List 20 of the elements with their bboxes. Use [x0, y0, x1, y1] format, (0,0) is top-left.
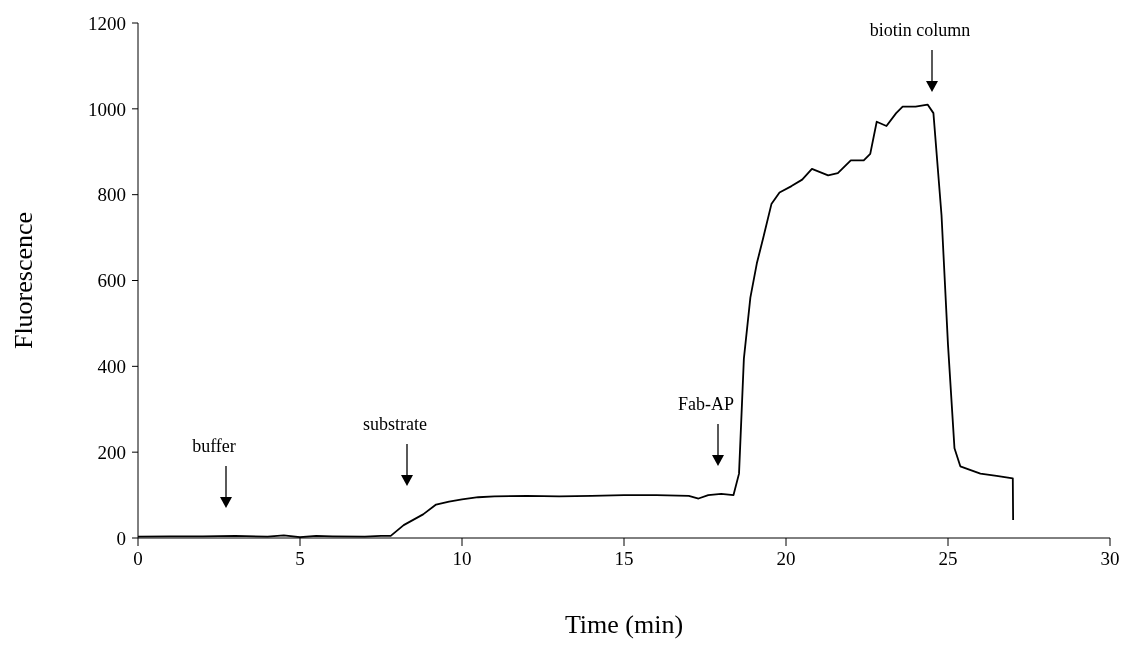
- y-tick-label: 1200: [88, 12, 126, 34]
- annotation: Fab-AP: [677, 394, 735, 414]
- y-tick-label: 0: [116, 527, 126, 549]
- annotation: substrate: [363, 414, 427, 434]
- x-tick-label: 5: [295, 548, 305, 570]
- y-tick-label: 800: [97, 184, 126, 206]
- x-axis-title: Time (min): [564, 610, 684, 639]
- x-tick-label: 25: [938, 548, 958, 570]
- x-tick-label: 30: [1100, 548, 1120, 570]
- y-axis-title: Fluorescence: [9, 211, 39, 350]
- annotation: biotin column: [869, 20, 971, 40]
- y-tick-label: 600: [97, 270, 126, 292]
- y-tick-label: 200: [97, 441, 126, 463]
- y-tick-label: 1000: [88, 98, 126, 120]
- x-tick-label: 20: [776, 548, 796, 570]
- x-tick-label: 0: [133, 548, 143, 570]
- annotation: buffer: [192, 436, 236, 456]
- x-tick-label: 15: [614, 548, 634, 570]
- x-tick-label: 10: [452, 548, 472, 570]
- y-tick-label: 400: [97, 356, 126, 378]
